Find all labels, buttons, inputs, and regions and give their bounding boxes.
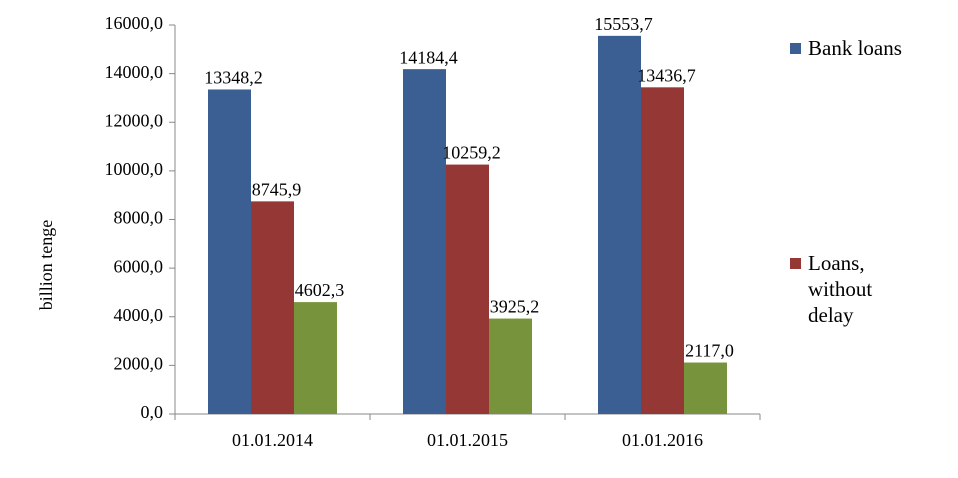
- y-tick-label: 8000,0: [114, 208, 164, 228]
- value-label: 8745,9: [252, 179, 302, 199]
- y-axis-label: billion tenge: [36, 220, 56, 310]
- bar: [641, 87, 684, 415]
- x-tick-label: 01.01.2014: [232, 430, 313, 450]
- y-tick-label: 16000,0: [105, 13, 164, 33]
- y-tick-label: 0,0: [141, 402, 164, 422]
- bar: [598, 35, 641, 414]
- bar: [489, 318, 532, 414]
- bar: [684, 362, 727, 414]
- value-label: 3925,2: [490, 297, 540, 317]
- bar: [403, 69, 446, 414]
- value-label: 10259,2: [442, 143, 501, 163]
- legend-label: Loans, without delay: [808, 251, 873, 327]
- y-tick-label: 4000,0: [114, 305, 164, 325]
- legend-label: Bank loans: [808, 36, 902, 60]
- y-tick-label: 14000,0: [105, 62, 164, 82]
- bar: [446, 164, 489, 414]
- bar: [251, 201, 294, 414]
- value-label: 4602,3: [295, 280, 345, 300]
- legend-swatch: [790, 43, 801, 54]
- bar: [208, 89, 251, 414]
- y-tick-label: 6000,0: [114, 256, 164, 276]
- value-label: 14184,4: [399, 47, 458, 67]
- value-label: 13436,7: [637, 65, 696, 85]
- y-tick-label: 2000,0: [114, 354, 164, 374]
- value-label: 13348,2: [204, 68, 263, 88]
- bar: [294, 302, 337, 414]
- legend-swatch: [790, 258, 801, 269]
- x-tick-label: 01.01.2016: [622, 430, 703, 450]
- x-tick-label: 01.01.2015: [427, 430, 508, 450]
- y-tick-label: 12000,0: [105, 110, 164, 130]
- y-tick-label: 10000,0: [105, 159, 164, 179]
- value-label: 15553,7: [594, 14, 653, 34]
- value-label: 2117,0: [685, 341, 734, 361]
